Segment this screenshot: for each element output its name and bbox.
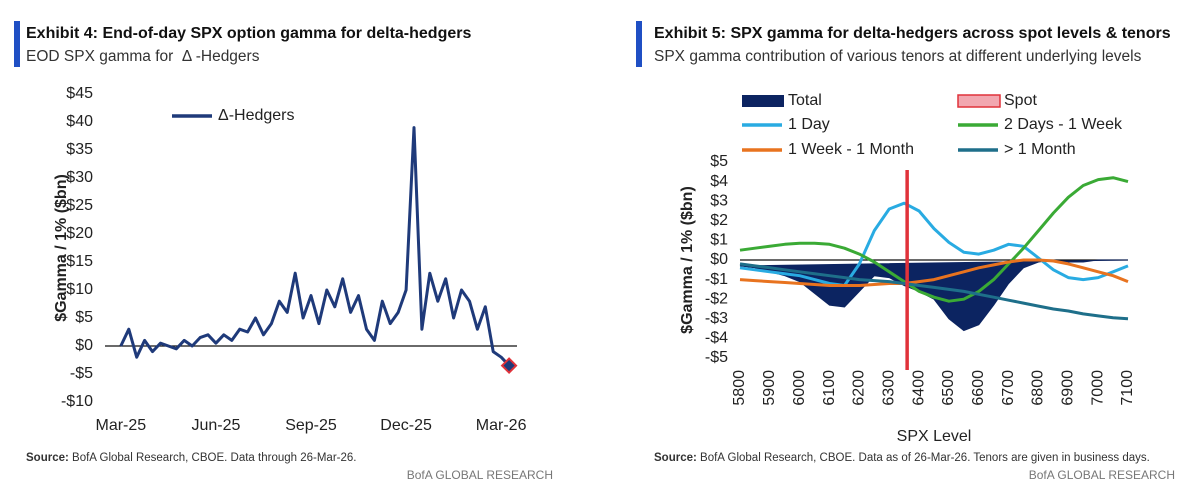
x-tick-label: 6700 bbox=[1000, 370, 1017, 406]
chart-title: Exhibit 4: End-of-day SPX option gamma f… bbox=[26, 25, 471, 42]
x-tick-label: 6500 bbox=[940, 370, 957, 406]
footer: BofA GLOBAL RESEARCH bbox=[407, 468, 553, 482]
legend-label: 1 Day bbox=[788, 116, 830, 133]
end-marker bbox=[500, 357, 518, 375]
chart-subtitle: EOD SPX gamma for Δ -Hedgers bbox=[26, 48, 260, 65]
y-tick-label: $35 bbox=[66, 141, 93, 158]
legend-label: 1 Week - 1 Month bbox=[788, 141, 914, 158]
line bbox=[119, 126, 511, 367]
line bbox=[739, 176, 1129, 303]
y-tick-label: $0 bbox=[75, 337, 93, 354]
y-tick-label: -$1 bbox=[705, 271, 728, 288]
y-tick-label: -$3 bbox=[705, 310, 728, 327]
line bbox=[739, 258, 1129, 287]
legend-label: > 1 Month bbox=[1004, 141, 1076, 158]
y-tick-label: $5 bbox=[75, 309, 93, 326]
x-tick-label: Mar-26 bbox=[476, 417, 527, 434]
x-tick-label: 5900 bbox=[761, 370, 778, 406]
x-tick-label: 6400 bbox=[910, 370, 927, 406]
source-text: BofA Global Research, CBOE. Data as of 2… bbox=[697, 452, 1150, 464]
y-tick-label: -$10 bbox=[61, 393, 93, 410]
x-tick-label: 5800 bbox=[731, 370, 748, 406]
x-tick-label: 6100 bbox=[821, 370, 838, 406]
legend-swatch bbox=[742, 95, 784, 107]
y-tick-label: $2 bbox=[710, 212, 728, 229]
title-accent bbox=[14, 21, 20, 67]
x-tick-label: Sep-25 bbox=[285, 417, 337, 434]
x-tick-label: Mar-25 bbox=[96, 417, 147, 434]
x-tick-label: 6200 bbox=[851, 370, 868, 406]
source-text: BofA Global Research, CBOE. Data through… bbox=[69, 452, 357, 464]
x-tick-label: 6800 bbox=[1030, 370, 1047, 406]
x-axis-label: SPX Level bbox=[897, 428, 972, 445]
source-label: Source: bbox=[26, 452, 69, 464]
x-tick-label: 6000 bbox=[791, 370, 808, 406]
legend-label: Spot bbox=[1004, 92, 1037, 109]
x-tick-label: 6300 bbox=[880, 370, 897, 406]
legend-label: Δ-Hedgers bbox=[218, 107, 295, 124]
source: Source: BofA Global Research, CBOE. Data… bbox=[654, 452, 1150, 464]
y-tick-label: $25 bbox=[66, 197, 93, 214]
x-tick-label: 7000 bbox=[1089, 370, 1106, 406]
line bbox=[739, 201, 1129, 287]
legend-swatch bbox=[957, 94, 1001, 108]
y-tick-label: $10 bbox=[66, 281, 93, 298]
y-tick-label: $45 bbox=[66, 85, 93, 102]
x-tick-label: Jun-25 bbox=[191, 417, 240, 434]
x-tick-label: 7100 bbox=[1119, 370, 1136, 406]
y-tick-label: -$5 bbox=[705, 349, 728, 366]
y-tick-label: $30 bbox=[66, 169, 93, 186]
title-accent bbox=[636, 21, 642, 67]
y-tick-label: -$4 bbox=[705, 330, 728, 347]
source: Source: BofA Global Research, CBOE. Data… bbox=[26, 452, 356, 464]
y-tick-label: -$5 bbox=[70, 365, 93, 382]
y-tick-label: $5 bbox=[710, 153, 728, 170]
chart-subtitle: SPX gamma contribution of various tenors… bbox=[654, 48, 1142, 65]
legend-label: Total bbox=[788, 92, 822, 109]
y-tick-label: $3 bbox=[710, 192, 728, 209]
legend-label: 2 Days - 1 Week bbox=[1004, 116, 1123, 133]
y-tick-label: $4 bbox=[710, 173, 728, 190]
x-tick-label: Dec-25 bbox=[380, 417, 432, 434]
y-tick-label: $1 bbox=[710, 232, 728, 249]
y-tick-label: -$2 bbox=[705, 290, 728, 307]
y-axis-label: $Gamma / 1% ($bn) bbox=[679, 186, 696, 334]
chart-title: Exhibit 5: SPX gamma for delta-hedgers a… bbox=[654, 25, 1171, 42]
y-tick-label: $15 bbox=[66, 253, 93, 270]
line bbox=[739, 262, 1129, 321]
source-label: Source: bbox=[654, 452, 697, 464]
x-tick-label: 6900 bbox=[1060, 370, 1077, 406]
y-tick-label: $40 bbox=[66, 113, 93, 130]
y-tick-label: $20 bbox=[66, 225, 93, 242]
y-axis-label: $Gamma / 1% ($bn) bbox=[53, 174, 70, 322]
x-tick-label: 6600 bbox=[970, 370, 987, 406]
footer: BofA GLOBAL RESEARCH bbox=[1029, 468, 1175, 482]
y-tick-label: $0 bbox=[710, 251, 728, 268]
